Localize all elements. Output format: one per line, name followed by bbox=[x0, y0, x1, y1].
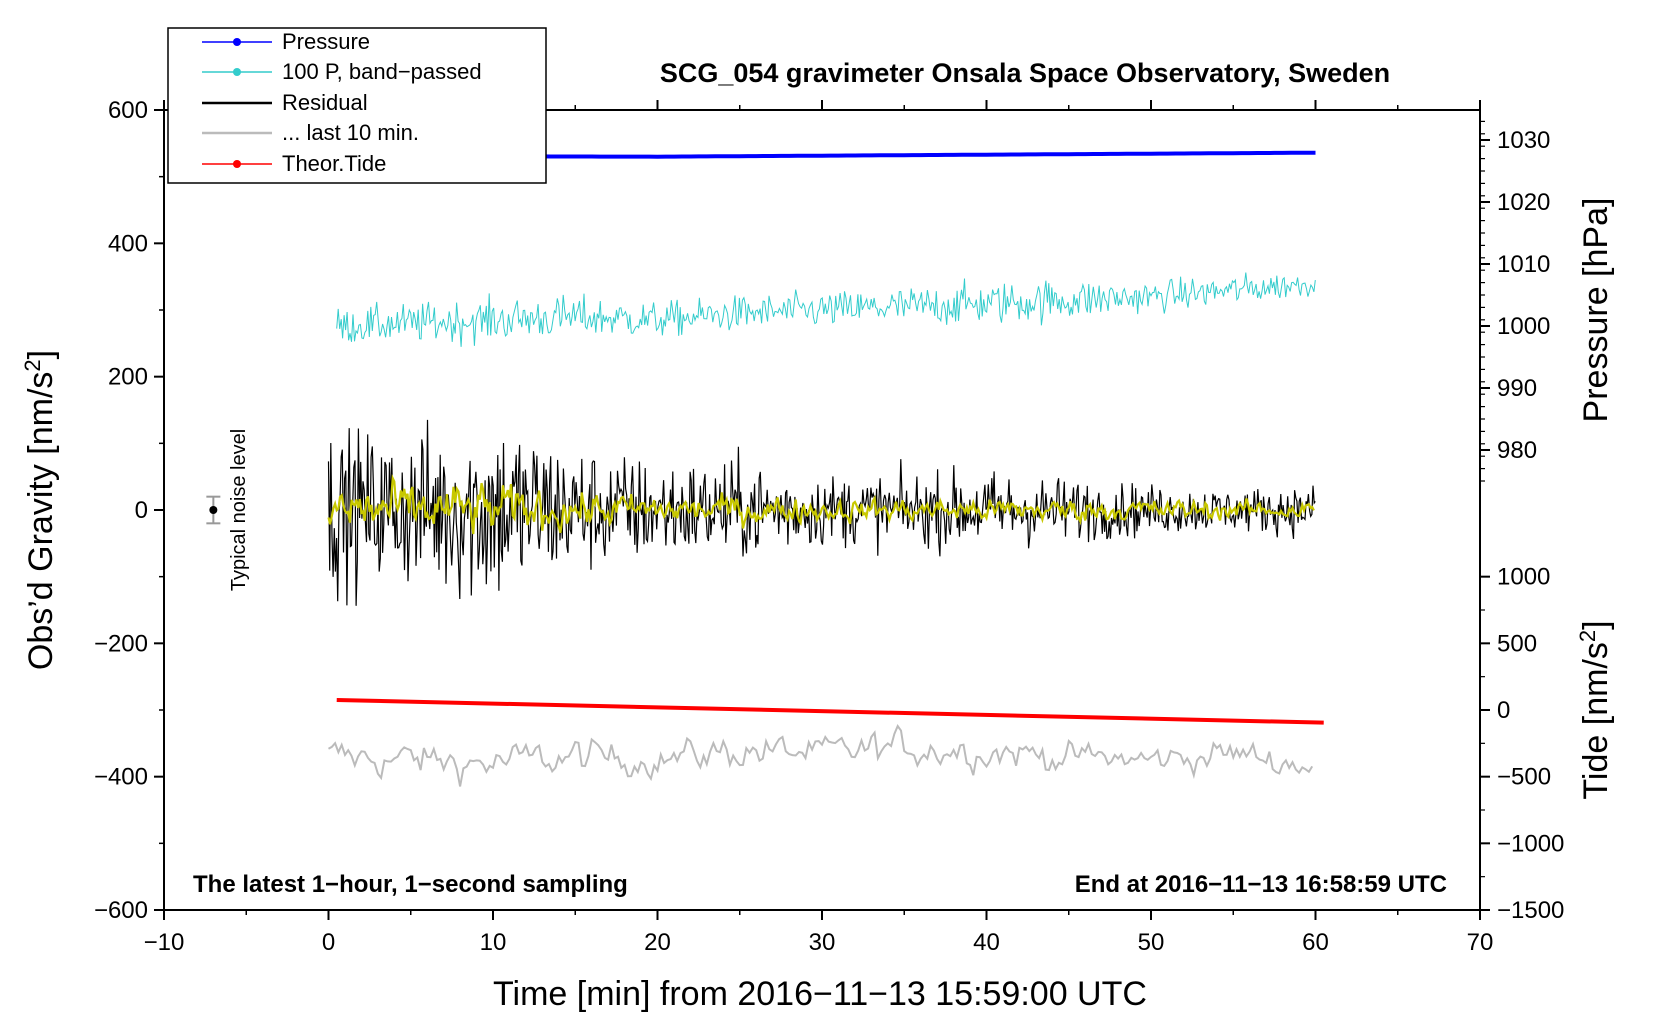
noise-label: Typical noise level bbox=[228, 429, 250, 591]
x-tick-label: 50 bbox=[1138, 929, 1165, 956]
chart-title: SCG_054 gravimeter Onsala Space Observat… bbox=[660, 58, 1390, 88]
legend-marker-bandpassed bbox=[233, 68, 241, 76]
x-axis-label: Time [min] from 2016−11−13 15:59:00 UTC bbox=[493, 975, 1147, 1013]
legend-entry-residual: Residual bbox=[202, 90, 368, 115]
legend-entry-bandpassed: 100 P, band−passed bbox=[202, 59, 482, 84]
y-axis-label-tide: Tide [nm/s2] bbox=[1575, 620, 1615, 799]
y-tick-label: 0 bbox=[135, 497, 148, 524]
legend-label-residual: Residual bbox=[282, 90, 368, 115]
y-tick-label: 400 bbox=[108, 230, 148, 257]
pressure-tick-label: 1030 bbox=[1497, 127, 1550, 154]
ticks-layer: −10 0 10 20 30 40 50 60 706004002000−200−400−600… bbox=[94, 97, 1564, 956]
x-tick-label: 30 bbox=[809, 929, 836, 956]
pressure-tick-label: 990 bbox=[1497, 375, 1537, 402]
y-tick-label: −400 bbox=[94, 764, 148, 791]
series-last-10-min bbox=[328, 723, 1314, 787]
legend: Pressure 100 P, band−passed Residual ...… bbox=[167, 27, 547, 184]
legend-entry-last10: ... last 10 min. bbox=[202, 120, 419, 145]
noise-dot bbox=[209, 506, 218, 514]
legend-label-bandpassed: 100 P, band−passed bbox=[282, 59, 482, 84]
y-tick-label: −200 bbox=[94, 630, 148, 657]
x-tick-label: 0 bbox=[322, 929, 335, 956]
y-tick-label: −600 bbox=[94, 897, 148, 924]
tide-tick-label: −1000 bbox=[1497, 830, 1564, 857]
x-tick-label: −10 bbox=[144, 929, 185, 956]
noise-marker bbox=[206, 495, 221, 525]
x-tick-label: 20 bbox=[644, 929, 671, 956]
tide-tick-label: 500 bbox=[1497, 630, 1537, 657]
legend-label-last10: ... last 10 min. bbox=[282, 120, 419, 145]
annotation-sampling: The latest 1−hour, 1−second sampling bbox=[193, 871, 628, 898]
annotation-end-time: End at 2016−11−13 16:58:59 UTC bbox=[1075, 871, 1447, 898]
pressure-tick-label: 1000 bbox=[1497, 313, 1550, 340]
pressure-tick-label: 1010 bbox=[1497, 251, 1550, 278]
y-axis-label-gravity: Obs’d Gravity [nm/s2] bbox=[20, 350, 60, 670]
tide-tick-label: 0 bbox=[1497, 697, 1510, 724]
x-tick-label: 70 bbox=[1467, 929, 1494, 956]
y-tick-label: 200 bbox=[108, 364, 148, 391]
series-residual-smoothed bbox=[327, 474, 1315, 535]
x-tick-label: 40 bbox=[973, 929, 1000, 956]
legend-marker-pressure bbox=[233, 38, 241, 46]
legend-label-pressure: Pressure bbox=[282, 29, 370, 54]
tide-tick-label: 1000 bbox=[1497, 564, 1550, 591]
legend-box bbox=[167, 27, 547, 184]
legend-entry-tide: Theor.Tide bbox=[202, 151, 386, 176]
series-theor-tide bbox=[336, 698, 1324, 725]
legend-entry-pressure: Pressure bbox=[202, 29, 370, 54]
tide-tick-label: −500 bbox=[1497, 764, 1551, 791]
legend-marker-tide bbox=[233, 160, 241, 168]
legend-label-tide: Theor.Tide bbox=[282, 151, 386, 176]
tide-tick-label: −1500 bbox=[1497, 897, 1564, 924]
y-tick-label: 600 bbox=[108, 97, 148, 124]
pressure-tick-label: 980 bbox=[1497, 437, 1537, 464]
x-tick-label: 10 bbox=[480, 929, 507, 956]
series-bandpassed-pressure bbox=[336, 272, 1316, 347]
x-tick-label: 60 bbox=[1302, 929, 1329, 956]
pressure-tick-label: 1020 bbox=[1497, 189, 1550, 216]
y-axis-label-pressure: Pressure [hPa] bbox=[1577, 198, 1615, 423]
